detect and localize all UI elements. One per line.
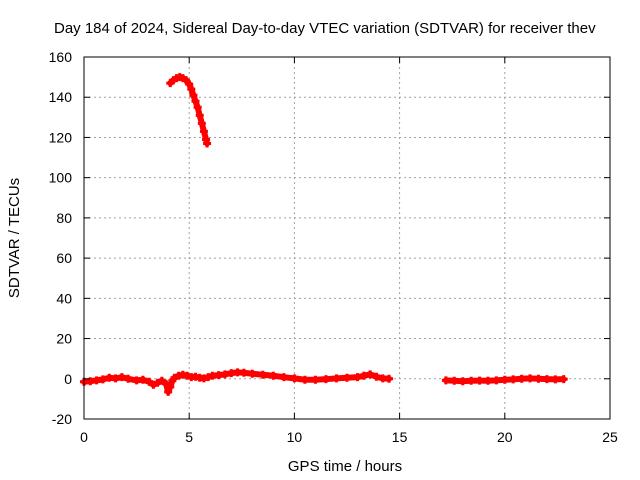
x-tick-label: 5 [185,429,193,445]
y-tick-label: 0 [64,371,72,387]
y-tick-label: 140 [49,89,73,105]
chart-title: Day 184 of 2024, Sidereal Day-to-day VTE… [54,20,596,37]
y-tick-label: 60 [56,250,72,266]
y-tick-labels: -20 0 20 40 60 80 100 120 140 160 [49,49,73,427]
y-tick-label: -20 [52,411,72,427]
x-axis-title: GPS time / hours [288,458,402,475]
y-tick-label: 40 [56,290,72,306]
y-tick-label: 20 [56,331,72,347]
x-tick-label: 10 [287,429,303,445]
x-tick-label: 15 [392,429,408,445]
x-tick-label: 20 [497,429,513,445]
grid-lines [84,57,610,419]
y-tick-label: 120 [49,129,73,145]
y-axis-title: SDTVAR / TECUs [6,178,23,298]
x-tick-labels: 0 5 10 15 20 25 [80,429,618,445]
data-point-trail [203,136,211,147]
axis-ticks [83,56,611,420]
y-tick-label: 100 [49,170,73,186]
data-points [80,73,568,396]
x-tick-label: 0 [80,429,88,445]
y-tick-label: 160 [49,49,73,65]
x-tick-label: 25 [602,429,618,445]
y-tick-label: 80 [56,210,72,226]
plot-frame [83,56,611,420]
